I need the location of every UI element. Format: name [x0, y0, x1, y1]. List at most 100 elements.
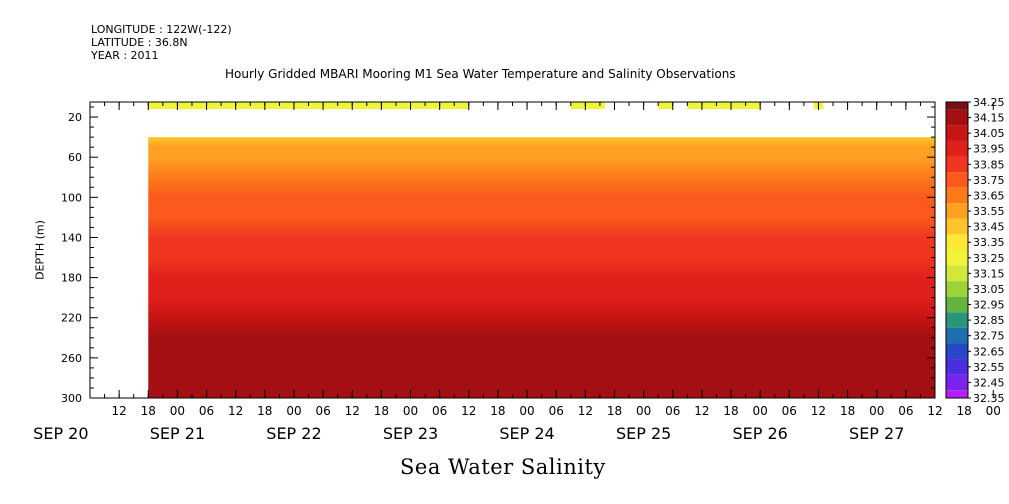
x-hour-tick-label: 00 — [986, 404, 1001, 418]
x-hour-tick-label: 12 — [111, 404, 126, 418]
colorbar-tick-label: 34.25 — [973, 96, 1005, 109]
colorbar-swatch — [946, 172, 968, 188]
x-date-label: SEP 25 — [616, 424, 671, 443]
colorbar-tick-label: 33.55 — [973, 205, 1005, 218]
y-tick-label: 300 — [61, 392, 82, 405]
x-hour-tick-label: 06 — [549, 404, 564, 418]
x-hour-tick-label: 18 — [374, 404, 389, 418]
x-hour-tick-label: 06 — [315, 404, 330, 418]
colorbar-swatch — [946, 187, 968, 204]
colorbar-tick-label: 33.25 — [973, 252, 1005, 265]
salinity-field — [148, 102, 935, 398]
x-hour-tick-label: 18 — [840, 404, 855, 418]
colorbar-swatch — [946, 296, 968, 313]
colorbar-swatch — [946, 102, 968, 110]
x-hour-tick-label: 06 — [898, 404, 913, 418]
colorbar-swatch — [946, 109, 968, 126]
x-hour-tick-label: 12 — [694, 404, 709, 418]
colorbar-swatch — [946, 312, 968, 328]
colorbar-tick-label: 33.45 — [973, 221, 1005, 234]
colorbar-tick-label: 34.15 — [973, 112, 1005, 125]
x-hour-tick-label: 00 — [869, 404, 884, 418]
x-date-label: SEP 23 — [383, 424, 438, 443]
colorbar-tick-label: 34.05 — [973, 127, 1005, 140]
colorbar-tick-label: 32.95 — [973, 299, 1005, 312]
x-hour-tick-label: 18 — [607, 404, 622, 418]
x-hour-tick-label: 00 — [286, 404, 301, 418]
colorbar-swatch — [946, 203, 968, 219]
x-hour-tick-label: 12 — [345, 404, 360, 418]
x-hour-tick-label: 00 — [519, 404, 534, 418]
x-hour-tick-label: 00 — [636, 404, 651, 418]
colorbar-tick-label: 32.55 — [973, 361, 1005, 374]
x-hour-tick-label: 12 — [811, 404, 826, 418]
colorbar-swatch — [946, 125, 968, 141]
chart-title: Hourly Gridded MBARI Mooring M1 Sea Wate… — [225, 67, 736, 81]
x-hour-tick-label: 06 — [782, 404, 797, 418]
colorbar-tick-label: 33.35 — [973, 236, 1005, 249]
x-hour-tick-label: 00 — [403, 404, 418, 418]
colorbar-tick-label: 32.35 — [973, 392, 1005, 405]
year-label: YEAR : 2011 — [91, 49, 159, 62]
y-tick-label: 100 — [61, 191, 82, 204]
y-tick-label: 180 — [61, 272, 82, 285]
x-hour-tick-label: 06 — [432, 404, 447, 418]
colorbar-tick-label: 33.05 — [973, 283, 1005, 296]
x-axis-title: Sea Water Salinity — [400, 455, 606, 479]
x-hour-tick-label: 12 — [461, 404, 476, 418]
x-date-label: SEP 26 — [732, 424, 787, 443]
colorbar-swatch — [946, 359, 968, 375]
surface-salinity-segment — [658, 102, 673, 110]
colorbar-tick-label: 32.65 — [973, 345, 1005, 358]
x-date-label: SEP 27 — [849, 424, 904, 443]
colorbar-swatch — [946, 218, 968, 235]
surface-salinity-segment — [687, 102, 761, 110]
latitude-label: LATITUDE : 36.8N — [91, 36, 188, 49]
y-tick-label: 260 — [61, 352, 82, 365]
x-hour-tick-label: 12 — [578, 404, 593, 418]
colorbar-swatch — [946, 390, 968, 398]
x-hour-tick-label: 12 — [228, 404, 243, 418]
x-hour-tick-label: 00 — [753, 404, 768, 418]
x-date-label: SEP 24 — [499, 424, 554, 443]
x-date-label: SEP 20 — [33, 424, 88, 443]
colorbar-tick-label: 33.65 — [973, 189, 1005, 202]
colorbar: 34.25 34.15 34.05 33.95 33.85 33.75 33.65 33.55… — [945, 96, 1005, 405]
colorbar-tick-label: 32.85 — [973, 314, 1005, 327]
colorbar-swatch — [946, 265, 968, 282]
salinity-profile-fill — [148, 137, 935, 398]
longitude-label: LONGITUDE : 122W(-122) — [91, 23, 232, 36]
plot-axes: 12 18 00 06 12 18 00 06 12 18 00 06 12 18 00 06 12 18 00 06… — [33, 101, 1001, 443]
y-tick-label: 140 — [61, 231, 82, 244]
colorbar-tick-label: 33.85 — [973, 158, 1005, 171]
colorbar-frame — [945, 101, 969, 399]
colorbar-tick-label: 33.75 — [973, 174, 1005, 187]
x-hour-tick-label: 12 — [927, 404, 942, 418]
colorbar-tick-label: 33.15 — [973, 267, 1005, 280]
colorbar-tick-label: 33.95 — [973, 143, 1005, 156]
x-hour-tick-label: 18 — [956, 404, 971, 418]
colorbar-swatch — [946, 140, 968, 157]
colorbar-swatch — [946, 250, 968, 266]
colorbar-swatch — [946, 281, 968, 297]
x-date-label: SEP 21 — [150, 424, 205, 443]
surface-salinity-segment — [570, 102, 605, 110]
colorbar-swatch — [946, 156, 968, 173]
colorbar-swatch — [946, 374, 968, 391]
y-tick-label: 20 — [68, 111, 82, 124]
y-tick-label: 220 — [61, 312, 82, 325]
x-hour-tick-label: 18 — [257, 404, 272, 418]
colorbar-swatch — [946, 234, 968, 250]
x-hour-tick-label: 06 — [665, 404, 680, 418]
colorbar-tick-label: 32.45 — [973, 376, 1005, 389]
colorbar-swatch — [946, 327, 968, 344]
x-hour-tick-label: 18 — [723, 404, 738, 418]
colorbar-swatch — [946, 343, 968, 360]
x-hour-tick-label: 06 — [199, 404, 214, 418]
x-hour-tick-label: 18 — [141, 404, 156, 418]
y-axis-title: DEPTH (m) — [33, 220, 47, 280]
x-date-label: SEP 22 — [266, 424, 321, 443]
x-hour-tick-label: 18 — [490, 404, 505, 418]
x-hour-tick-label: 00 — [170, 404, 185, 418]
